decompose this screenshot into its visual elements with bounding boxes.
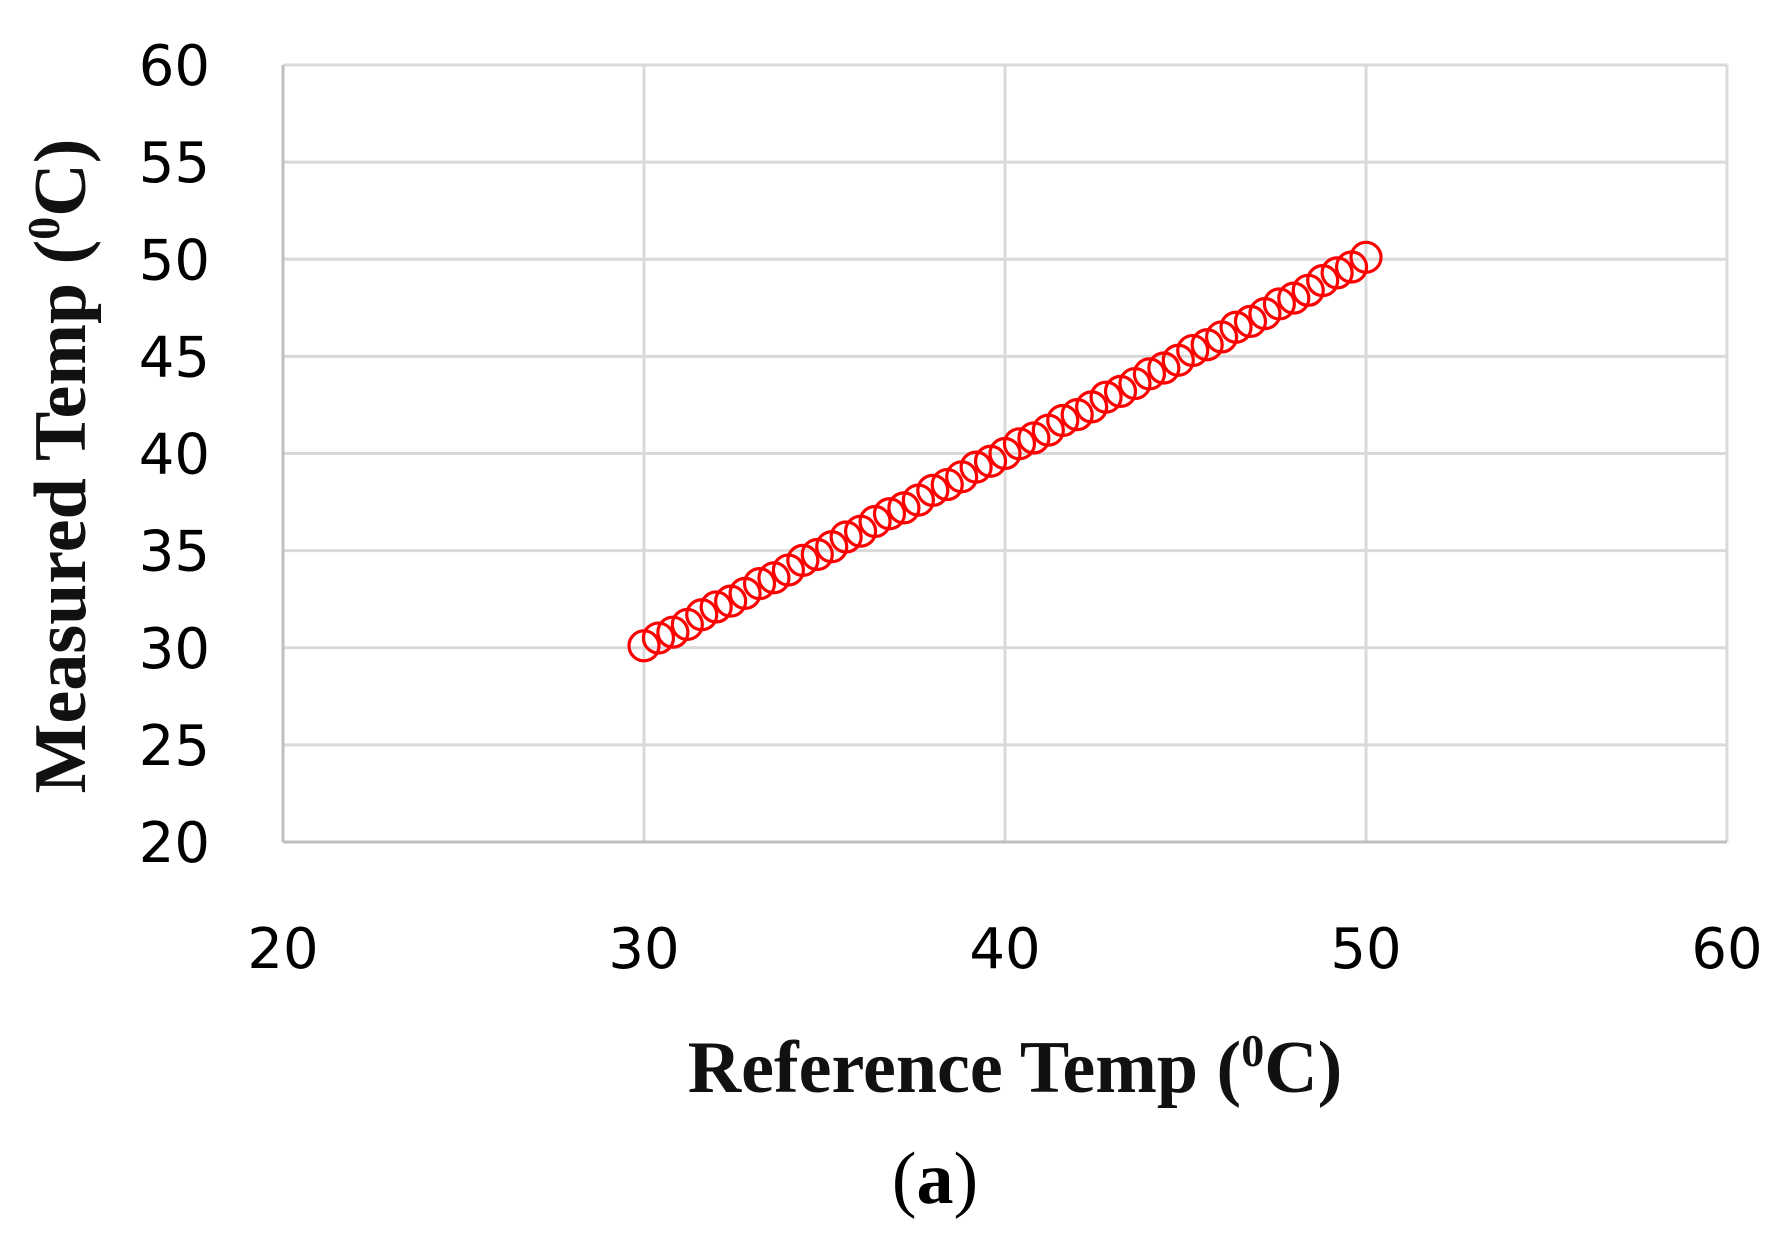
panel-label: (a)	[892, 1138, 978, 1220]
data-point	[699, 590, 733, 624]
y-axis-title: Measured Temp (0C)	[18, 139, 102, 794]
x-tick-label: 40	[969, 917, 1040, 982]
data-point	[1262, 287, 1296, 321]
data-point	[916, 473, 950, 508]
data-point	[1089, 380, 1123, 414]
data-points	[627, 240, 1383, 663]
data-point	[1132, 357, 1167, 391]
x-tick-label: 50	[1330, 917, 1401, 982]
y-tick-label: 25	[139, 714, 210, 779]
y-tick-label: 40	[139, 423, 210, 488]
grid-lines	[283, 63, 1729, 842]
data-point	[1219, 310, 1253, 344]
tick-labels: 20 25 30 35 40 45 50 55 60 20 30 40 50 60	[139, 34, 1763, 982]
y-tick-label: 50	[139, 228, 210, 293]
data-point	[959, 450, 993, 484]
y-tick-label: 30	[139, 617, 210, 682]
data-point	[1320, 256, 1354, 290]
data-point	[1046, 403, 1080, 438]
y-tick-label: 20	[139, 811, 210, 876]
data-point	[829, 520, 863, 554]
data-point	[872, 497, 907, 531]
axes	[281, 65, 1727, 844]
x-tick-label: 60	[1691, 917, 1762, 982]
y-tick-label: 60	[139, 34, 210, 99]
x-tick-label: 30	[608, 917, 679, 982]
data-point	[1349, 240, 1383, 274]
data-point	[1002, 427, 1037, 461]
y-tick-label: 45	[139, 325, 210, 390]
y-tick-label: 35	[139, 520, 210, 585]
y-tick-label: 55	[139, 131, 210, 196]
data-point	[742, 567, 777, 601]
data-point	[641, 621, 676, 655]
data-point	[786, 543, 820, 577]
data-point	[1176, 333, 1210, 368]
x-tick-label: 20	[247, 917, 318, 982]
x-axis-title: Reference Temp (0C)	[688, 1025, 1343, 1109]
